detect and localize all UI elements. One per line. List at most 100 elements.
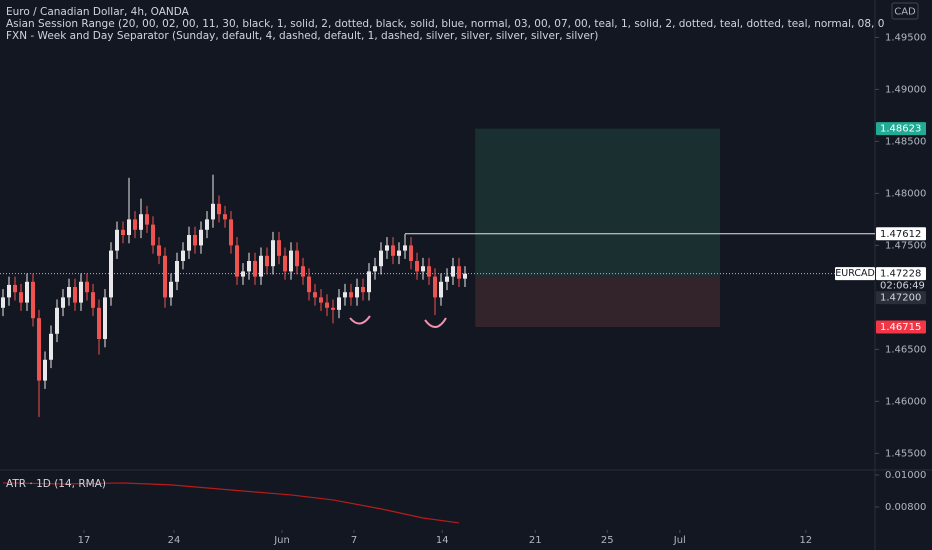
y2-tick-label: 0.01000: [885, 470, 926, 481]
level-label: 1.47612: [880, 229, 921, 240]
target-label-box: [876, 122, 926, 136]
candle-body: [109, 250, 114, 298]
candle-body: [289, 250, 294, 272]
candle-body: [355, 286, 360, 298]
y-tick-label: 1.46500: [885, 344, 926, 355]
candle-body: [103, 297, 108, 339]
entry-label: 1.47200: [880, 293, 921, 304]
currency[interactable]: CAD: [894, 7, 916, 18]
candle-body: [391, 245, 396, 256]
candle-body: [313, 292, 318, 298]
candle-body: [199, 229, 204, 246]
countdown: 02:06:49: [880, 281, 925, 292]
candle-body: [49, 333, 54, 360]
candle-body: [247, 260, 252, 272]
x-tick-label: 7: [351, 535, 357, 546]
candle-body: [283, 255, 288, 272]
candle-body: [367, 271, 372, 293]
candle-body: [373, 266, 378, 272]
candle-body: [451, 266, 456, 277]
target-label: 1.48623: [880, 124, 921, 135]
candle-body: [37, 318, 42, 381]
candle-body: [259, 255, 264, 277]
candle-body: [121, 229, 126, 235]
candle-body: [169, 281, 174, 298]
y-tick-label: 1.48500: [885, 136, 926, 147]
candle-body: [1, 297, 6, 308]
level-label-box: [876, 227, 926, 241]
atr-line: [2, 482, 460, 524]
stop-label: 1.46715: [880, 322, 921, 333]
indicator-label: Asian Session Range (20, 00, 02, 00, 11,…: [6, 18, 932, 30]
x-tick-label: 14: [436, 535, 449, 546]
candle-body: [73, 286, 78, 303]
candle-body: [445, 276, 450, 282]
candle-body: [301, 266, 306, 277]
candle-body: [295, 250, 300, 267]
candle-body: [13, 284, 18, 293]
candle-body: [361, 286, 366, 293]
stop-zone: [475, 276, 721, 328]
candle-body: [235, 245, 240, 277]
candle-body: [55, 307, 60, 334]
candle-body: [151, 224, 156, 246]
last-price-label: 1.47228: [880, 269, 921, 280]
candle-body: [457, 266, 462, 279]
x-tick-label: 24: [168, 535, 181, 546]
entry-label-box: [876, 291, 926, 305]
chart-title: Euro / Canadian Dollar, 4h, OANDA: [6, 6, 190, 18]
candle-body: [397, 250, 402, 256]
candle-body: [433, 276, 438, 298]
candle-body: [415, 260, 420, 272]
x-tick-label: 21: [529, 535, 542, 546]
candle-body: [265, 255, 270, 267]
candle-body: [421, 266, 426, 272]
candle-body: [67, 286, 72, 298]
candle-body: [271, 240, 276, 267]
candle-body: [145, 214, 150, 225]
y-tick-label: 1.49500: [885, 32, 926, 43]
target-zone: [475, 128, 721, 277]
candle-body: [85, 281, 90, 293]
candle-body: [319, 297, 324, 303]
candle-body: [331, 307, 336, 310]
drawing-arc: [424, 317, 447, 328]
x-tick-label: Jul: [673, 535, 686, 546]
symbol-box: [835, 267, 875, 281]
candle-body: [379, 250, 384, 267]
candle-body: [25, 281, 30, 303]
candle-body: [337, 297, 342, 310]
indicator-label: FXN - Week and Day Separator (Sunday, de…: [6, 30, 598, 42]
candle-body: [157, 245, 162, 256]
y-tick-label: 1.45500: [885, 448, 926, 459]
candle-body: [79, 281, 84, 303]
candle-body: [343, 292, 348, 298]
candle-body: [223, 214, 228, 220]
candle-body: [187, 235, 192, 251]
candle-body: [349, 292, 354, 298]
candle-body: [97, 307, 102, 339]
indicator-label: ATR · 1D (14, RMA): [6, 478, 106, 490]
x-tick-label: 17: [78, 535, 91, 546]
candle-body: [139, 214, 144, 230]
y-tick-label: 1.48000: [885, 188, 926, 199]
y-tick-label: 1.49000: [885, 84, 926, 95]
y2-tick-label: 0.00800: [885, 502, 926, 513]
symbol-label: EURCAD: [835, 268, 875, 279]
candle-body: [241, 271, 246, 277]
candle-body: [175, 260, 180, 282]
candle-body: [31, 281, 36, 319]
stop-label-box: [876, 320, 926, 334]
candle-body: [181, 250, 186, 261]
candle-body: [211, 203, 216, 220]
candle-body: [307, 276, 312, 293]
currency-box[interactable]: [891, 2, 919, 20]
candle-body: [403, 245, 408, 251]
x-tick-label: Jun: [273, 535, 290, 546]
candle-body: [19, 292, 24, 303]
candle-body: [115, 229, 120, 251]
candle-body: [193, 235, 198, 246]
candle-body: [253, 260, 258, 277]
candle-body: [133, 219, 138, 230]
